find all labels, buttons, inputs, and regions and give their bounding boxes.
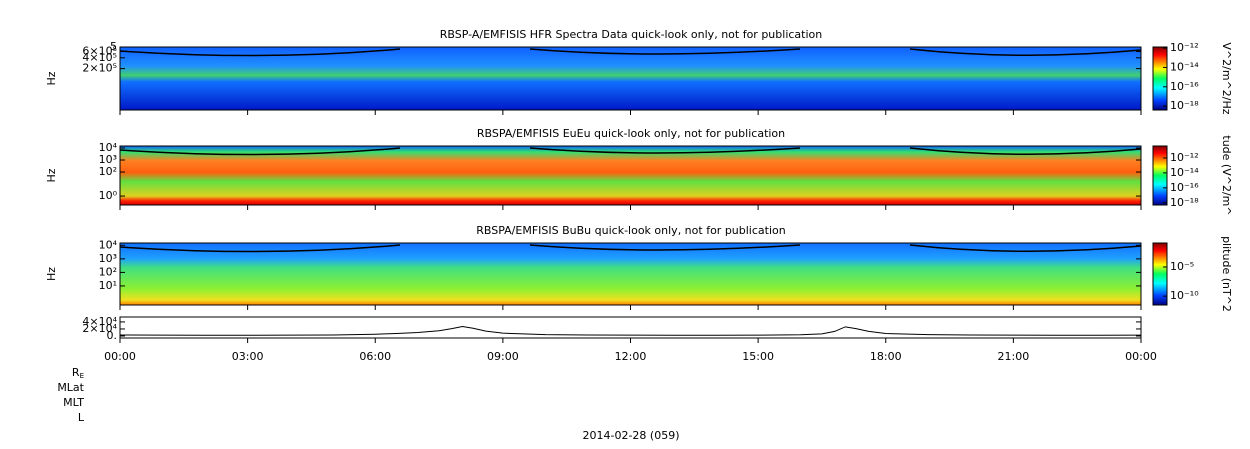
spectrogram-image	[120, 47, 1141, 110]
y-tick-label: 10²	[99, 165, 117, 178]
colorbar-label: tude (V^2/m^	[1220, 135, 1233, 215]
colorbar-tick-label: 10⁻¹⁸	[1170, 196, 1199, 209]
x-tick-label: 00:00	[1125, 350, 1157, 363]
colorbar-label: plitude (nT^2	[1220, 236, 1233, 312]
x-tick-label: 21:00	[998, 350, 1030, 363]
x-tick-label: 00:00	[104, 350, 136, 363]
overlay-curve	[119, 147, 1142, 156]
colorbar-tick-label: 10⁻¹⁰	[1170, 289, 1199, 302]
x-tick-label: 12:00	[615, 350, 647, 363]
y-tick-label: 10³	[99, 153, 117, 166]
x-tick-label: 09:00	[487, 350, 519, 363]
overlay-curve	[119, 244, 1142, 253]
colorbar-label: V^2/m^2/Hz	[1220, 42, 1233, 114]
colorbar-tick-label: 10⁻¹⁶	[1170, 181, 1199, 194]
ephemeris-label-text: L	[78, 411, 85, 424]
colorbar	[1152, 145, 1168, 206]
y-tick-label: 6×10⁵	[82, 44, 117, 57]
spectrogram-image	[120, 146, 1141, 205]
line-series	[119, 325, 1142, 336]
colorbar-tick-label: 10⁻¹⁴	[1170, 166, 1199, 179]
ephemeris-label: MLT	[63, 396, 84, 409]
panel-title: RBSP-A/EMFISIS HFR Spectra Data quick-lo…	[440, 28, 823, 41]
y-tick-label: 10¹	[99, 279, 117, 292]
colorbar-tick-label: 10⁻¹²	[1170, 151, 1199, 164]
x-tick-label: 15:00	[742, 350, 774, 363]
overlay-curve	[119, 48, 1142, 57]
x-tick-label: 03:00	[232, 350, 264, 363]
colorbar	[1152, 242, 1168, 306]
x-tick-label: 18:00	[870, 350, 902, 363]
date-label: 2014-02-28 (059)	[582, 429, 679, 442]
y-tick-label: 4×10⁴	[82, 315, 117, 328]
x-tick-label: 06:00	[359, 350, 391, 363]
y-tick-label: 10⁰	[99, 189, 118, 202]
y-tick-label: 10⁴	[99, 238, 118, 251]
y-tick-label: 4×10⁵	[82, 51, 117, 64]
panel-title: RBSPA/EMFISIS EuEu quick-look only, not …	[477, 127, 785, 140]
ephemeris-label: MLat	[57, 381, 84, 394]
colorbar-tick-label: 10⁻¹⁸	[1170, 99, 1199, 112]
y-tick-label: 0.	[107, 329, 118, 342]
y-axis-label: Hz	[45, 168, 58, 182]
y-tick-label: 5	[110, 40, 117, 53]
colorbar	[1152, 46, 1168, 111]
y-tick-label: 2×10⁵	[82, 62, 117, 75]
ephemeris-label-text: MLT	[63, 396, 84, 409]
colorbar-tick-label: 10⁻⁵	[1170, 260, 1194, 273]
ephemeris-label: RE	[72, 366, 84, 380]
colorbar-tick-label: 10⁻¹⁴	[1170, 60, 1199, 73]
y-tick-label: 2×10⁴	[82, 322, 117, 335]
y-tick-label: 10²	[99, 265, 117, 278]
colorbar-tick-label: 10⁻¹⁶	[1170, 80, 1199, 93]
ephemeris-label: L	[78, 411, 85, 424]
y-axis-label: Hz	[45, 71, 58, 85]
spectrogram-image	[120, 243, 1141, 305]
ephemeris-label-text: R	[72, 366, 80, 379]
y-tick-label: 10⁴	[99, 141, 118, 154]
ephemeris-label-text: MLat	[57, 381, 84, 394]
ephemeris-subscript: E	[80, 372, 84, 380]
y-axis-label: Hz	[45, 267, 58, 281]
y-tick-label: 10³	[99, 252, 117, 265]
panel-title: RBSPA/EMFISIS BuBu quick-look only, not …	[476, 224, 786, 237]
colorbar-tick-label: 10⁻¹²	[1170, 41, 1199, 54]
